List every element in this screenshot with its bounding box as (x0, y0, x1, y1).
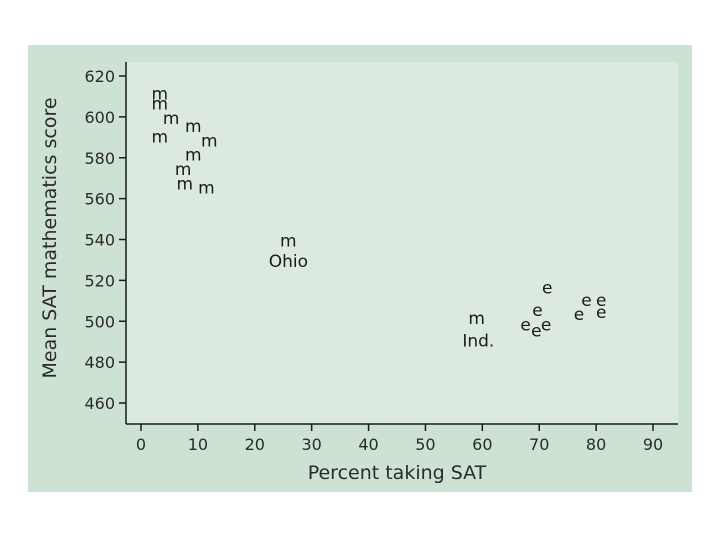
data-point-e: e (574, 305, 584, 325)
y-axis-title: Mean SAT mathematics score (39, 97, 61, 378)
scatter-plot: 0 10 20 30 40 50 60 70 80 90 460 480 500 520 540 560 58… (39, 62, 678, 484)
data-point-m: m (177, 174, 194, 194)
data-point-m: m (185, 117, 202, 137)
data-point-m: m (185, 146, 202, 166)
y-tick-label: 540 (84, 231, 115, 250)
x-tick-label: 80 (586, 435, 606, 454)
y-tick-label: 520 (84, 271, 115, 290)
data-point-m: m (151, 84, 168, 104)
data-point-e: e (542, 279, 552, 299)
x-tick-label: 70 (529, 435, 549, 454)
annotation-label: Ohio (269, 252, 308, 272)
x-tick-label: 30 (301, 435, 321, 454)
y-tick-label: 560 (84, 190, 115, 209)
data-point-m: m (201, 131, 218, 151)
x-tick-label: 40 (358, 435, 378, 454)
data-point-m: m (198, 178, 215, 198)
data-point-m: m (280, 232, 297, 252)
data-point-e: e (596, 291, 606, 311)
data-point-m: m (163, 109, 180, 129)
y-tick-label: 480 (84, 353, 115, 372)
x-tick-label: 0 (136, 435, 146, 454)
x-tick-label: 50 (415, 435, 435, 454)
plot-area (126, 62, 678, 424)
data-point-e: e (520, 315, 530, 335)
x-axis-title: Percent taking SAT (308, 462, 487, 484)
data-point-e: e (596, 303, 606, 323)
annotation-label: Ind. (462, 332, 494, 352)
chart-figure: 0 10 20 30 40 50 60 70 80 90 460 480 500 520 540 560 58… (28, 45, 692, 492)
y-tick-label: 580 (84, 149, 115, 168)
x-tick-label: 10 (188, 435, 208, 454)
y-axis-ticks: 460 480 500 520 540 560 580 600 620 (84, 67, 126, 413)
x-tick-label: 20 (245, 435, 265, 454)
data-point-m: m (468, 309, 485, 329)
data-point-m: m (151, 95, 168, 115)
x-axis-ticks: 0 10 20 30 40 50 60 70 80 90 (136, 424, 663, 454)
data-point-e: e (541, 315, 551, 335)
x-tick-label: 60 (472, 435, 492, 454)
y-tick-label: 500 (84, 312, 115, 331)
data-point-e: e (531, 321, 541, 341)
y-tick-label: 620 (84, 67, 115, 86)
data-point-m: m (151, 127, 168, 147)
y-tick-label: 460 (84, 394, 115, 413)
data-point-m: m (175, 160, 192, 180)
data-point-e: e (532, 301, 542, 321)
x-tick-label: 90 (643, 435, 663, 454)
annotations: Ohio Ind. (269, 252, 495, 352)
data-point-e: e (581, 291, 591, 311)
y-tick-label: 600 (84, 108, 115, 127)
